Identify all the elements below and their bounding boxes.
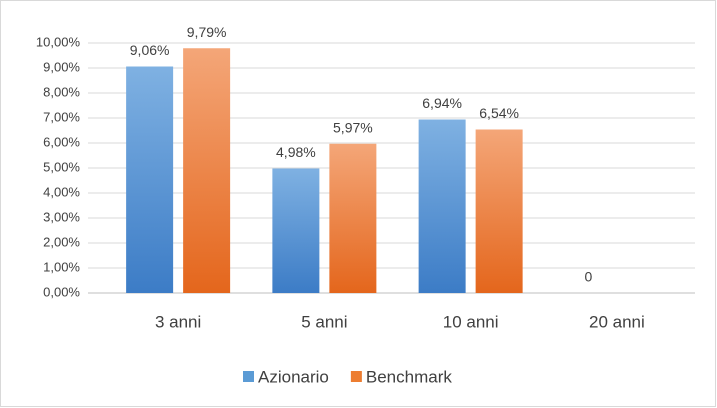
y-tick-label: 6,00%	[43, 134, 80, 149]
y-tick-label: 5,00%	[43, 159, 80, 174]
y-tick-label: 8,00%	[43, 84, 80, 99]
y-tick-label: 1,00%	[43, 259, 80, 274]
y-tick-label: 7,00%	[43, 109, 80, 124]
y-tick-label: 10,00%	[36, 34, 81, 49]
data-label: 9,06%	[130, 42, 170, 58]
legend-label: Benchmark	[366, 367, 452, 386]
data-label: 5,97%	[333, 119, 373, 135]
data-label: 4,98%	[276, 144, 316, 160]
data-label: 6,94%	[422, 95, 462, 111]
bar	[126, 66, 174, 293]
y-tick-label: 9,00%	[43, 59, 80, 74]
x-tick-label: 20 anni	[589, 312, 645, 331]
data-label: 9,79%	[187, 24, 227, 40]
y-tick-label: 4,00%	[43, 184, 80, 199]
bar	[183, 48, 231, 293]
bar	[418, 119, 466, 293]
bar	[475, 129, 523, 293]
legend-swatch	[350, 371, 362, 382]
x-tick-label: 10 anni	[443, 312, 499, 331]
x-tick-label: 3 anni	[155, 312, 201, 331]
legend-label: Azionario	[258, 367, 329, 386]
y-tick-label: 0,00%	[43, 284, 80, 299]
y-tick-label: 3,00%	[43, 209, 80, 224]
bar	[272, 168, 320, 293]
legend-swatch	[243, 371, 254, 382]
data-label: 6,54%	[479, 105, 519, 121]
x-tick-label: 5 anni	[301, 312, 347, 331]
y-tick-label: 2,00%	[43, 234, 80, 249]
data-label: 0	[584, 269, 592, 285]
bar	[329, 143, 377, 293]
